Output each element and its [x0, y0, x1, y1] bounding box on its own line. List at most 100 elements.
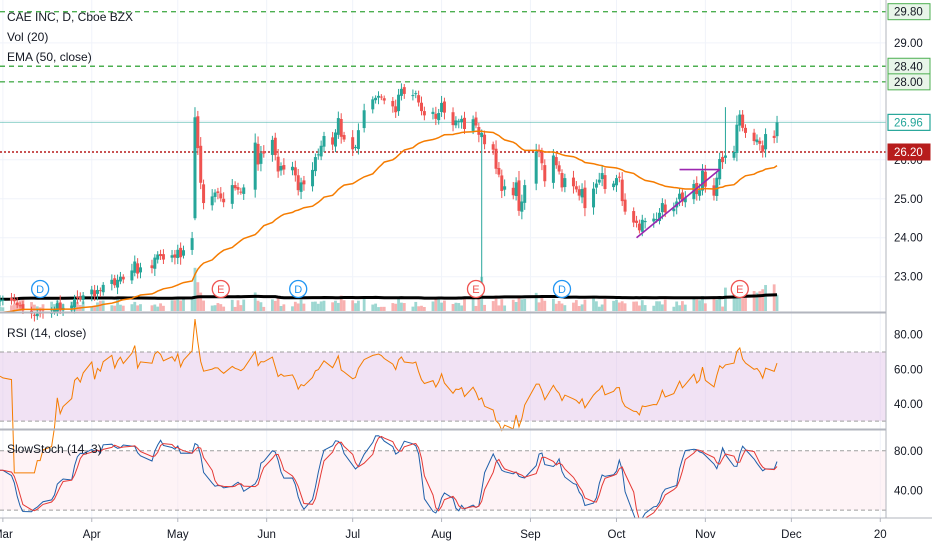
level-price-tag[interactable]: 28.40: [887, 57, 931, 75]
candle: [276, 148, 280, 178]
earnings-marker[interactable]: E: [730, 279, 749, 299]
dividend-marker[interactable]: D: [552, 279, 572, 299]
volume-bar: [93, 305, 97, 311]
candle-body: [394, 106, 398, 113]
volume-bar: [76, 301, 79, 311]
candle: [313, 153, 317, 177]
candle-body: [614, 178, 618, 186]
candle-body: [741, 114, 745, 128]
candle: [732, 145, 736, 161]
price-tick-label: 23.00: [894, 272, 923, 284]
symbol-title[interactable]: CAE INC, D, Cboe BZX: [7, 10, 134, 24]
ema-study-label[interactable]: EMA (50, close): [7, 50, 92, 64]
candle: [744, 124, 748, 138]
candle-body: [153, 257, 157, 269]
candle-body: [523, 185, 527, 203]
volume-bar: [334, 300, 337, 311]
volume-bar: [672, 306, 676, 311]
level-price-tag[interactable]: 26.96: [887, 113, 931, 131]
candle-body: [580, 189, 584, 198]
candle: [70, 302, 74, 312]
candle-body: [161, 254, 165, 260]
volume-bar: [443, 300, 446, 311]
candle-body: [138, 267, 142, 273]
volume-study-label[interactable]: Vol (20): [7, 30, 49, 44]
level-price-tag[interactable]: 29.80: [887, 3, 931, 21]
earnings-marker[interactable]: E: [466, 279, 486, 299]
candle: [758, 137, 762, 151]
dividend-marker[interactable]: D: [30, 279, 50, 299]
pane-separators[interactable]: [0, 311, 932, 431]
candle-body: [457, 120, 461, 122]
dividend-marker[interactable]: D: [289, 279, 308, 299]
candle-body: [543, 165, 547, 182]
trendline-drawings[interactable]: [636, 168, 721, 239]
level-price-tag[interactable]: 26.20: [887, 143, 931, 161]
candle: [460, 115, 464, 129]
volume-bar: [431, 301, 435, 311]
candle: [623, 193, 627, 215]
candle-body: [58, 302, 62, 310]
volume-bar: [643, 305, 647, 311]
candle-body: [640, 219, 644, 232]
volume-bar: [675, 301, 679, 311]
horizontal-levels[interactable]: [0, 10, 886, 153]
event-circle: [211, 279, 230, 299]
candle-body: [371, 99, 375, 110]
volume-bar: [159, 303, 162, 311]
volume-bar: [437, 298, 441, 311]
event-circle: [466, 279, 486, 299]
candle: [543, 159, 547, 187]
level-price-tag[interactable]: 28.00: [887, 73, 931, 91]
candle: [199, 137, 203, 190]
candle-body: [159, 254, 163, 257]
candle-body: [663, 204, 667, 213]
volume-bar: [170, 300, 174, 311]
candle: [190, 231, 194, 255]
candle-body: [170, 255, 174, 258]
volume-bar: [199, 292, 203, 311]
stoch-study-label[interactable]: SlowStoch (14, 3): [7, 442, 102, 456]
volume-bar: [741, 285, 745, 311]
volume-bar: [623, 303, 627, 311]
candle-body: [55, 303, 59, 312]
candle: [772, 130, 776, 144]
candle-body: [362, 110, 366, 129]
volume-bar: [580, 304, 584, 311]
volume-bar: [497, 305, 501, 311]
candle-body: [18, 305, 22, 307]
volume-bar: [270, 299, 274, 311]
volume-bar: [632, 301, 636, 311]
volume-bar: [130, 304, 134, 311]
rsi-study-label[interactable]: RSI (14, close): [7, 326, 87, 340]
candle-body: [660, 203, 664, 213]
candle: [210, 189, 214, 211]
volume-bar: [551, 298, 555, 311]
candle-body: [678, 193, 682, 200]
candle-body: [577, 189, 581, 196]
candle: [494, 140, 498, 175]
volume-bar: [537, 302, 541, 311]
volume-bar: [176, 299, 180, 311]
time-tick-label: Nov: [695, 529, 716, 541]
volume-bar: [683, 304, 687, 311]
volume-bar: [377, 307, 380, 311]
candle-body: [411, 95, 415, 97]
volume-bar: [219, 304, 223, 311]
volume-bar: [454, 302, 458, 311]
candle-body: [116, 279, 120, 288]
earnings-marker[interactable]: E: [211, 279, 230, 299]
candle-body: [133, 261, 137, 273]
candle-body: [712, 185, 716, 196]
volume-bar: [764, 285, 767, 311]
candle: [557, 161, 561, 175]
candle: [159, 249, 163, 260]
candle: [402, 84, 406, 99]
candle: [457, 118, 461, 129]
candle: [614, 174, 618, 192]
volume-bar: [50, 301, 54, 311]
candle: [93, 284, 97, 301]
candle: [9, 292, 13, 305]
